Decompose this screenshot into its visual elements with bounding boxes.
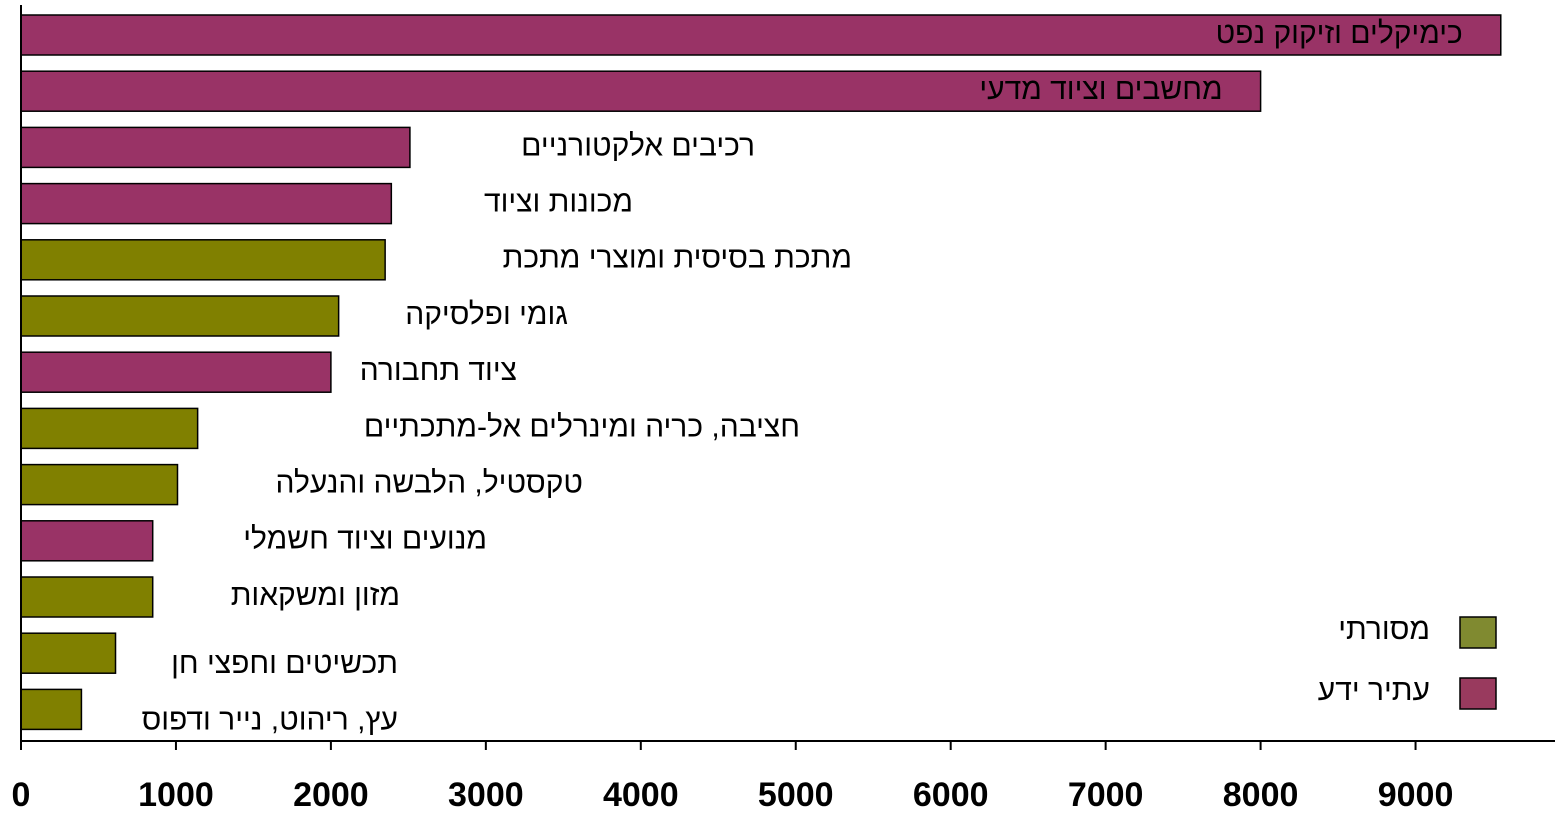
bar <box>20 463 179 506</box>
category-label: כימיקלים וזיקוק נפט <box>1216 17 1463 50</box>
bar <box>20 407 199 450</box>
bar <box>20 351 332 393</box>
category-label: ציוד תחבורה <box>360 354 517 387</box>
category-label: מתכת בסיסית ומוצרי מתכת <box>503 242 852 275</box>
category-label: מכונות וציוד <box>484 186 633 219</box>
category-label: מנועים וציוד חשמלי <box>243 523 487 556</box>
bar <box>20 632 117 674</box>
bar <box>20 14 1502 56</box>
bar <box>20 295 340 337</box>
x-tick-label: 9000 <box>1378 776 1454 814</box>
x-tick-label: 4000 <box>603 776 679 814</box>
bar <box>20 70 1262 112</box>
x-tick-label: 1000 <box>138 776 214 814</box>
category-label: עץ, ריהוט, נייר ודפוס <box>142 703 398 736</box>
x-tick-label: 3000 <box>448 776 524 814</box>
category-label: תכשיטים וחפצי חן <box>171 647 398 680</box>
x-tick-label: 2000 <box>293 776 369 814</box>
category-label: רכיבים אלקטורניים <box>521 129 755 162</box>
x-tick-label: 7000 <box>1068 776 1144 814</box>
category-label: טקסטיל, הלבשה והנעלה <box>276 467 583 500</box>
category-label: מזון ומשקאות <box>231 579 400 612</box>
bar <box>20 520 154 562</box>
x-tick-label: 8000 <box>1223 776 1299 814</box>
bar <box>20 182 393 225</box>
legend-label: מסורתי <box>1338 613 1430 646</box>
x-tick-label: 0 <box>12 776 31 814</box>
x-tick-label: 5000 <box>758 776 834 814</box>
bar <box>20 239 386 281</box>
category-label: חציבה, כריה ומינרלים אל-מתכתיים <box>364 410 800 443</box>
legend-label: עתיר ידע <box>1318 674 1430 707</box>
x-tick-label: 6000 <box>913 776 989 814</box>
bar <box>20 688 83 731</box>
legend-swatch <box>1459 677 1497 710</box>
bar <box>20 576 154 618</box>
category-label: מחשבים וציוד מדעי <box>979 73 1222 106</box>
bar <box>20 126 411 169</box>
legend-swatch <box>1459 616 1497 649</box>
category-label: גומי ופלסיקה <box>405 298 568 331</box>
